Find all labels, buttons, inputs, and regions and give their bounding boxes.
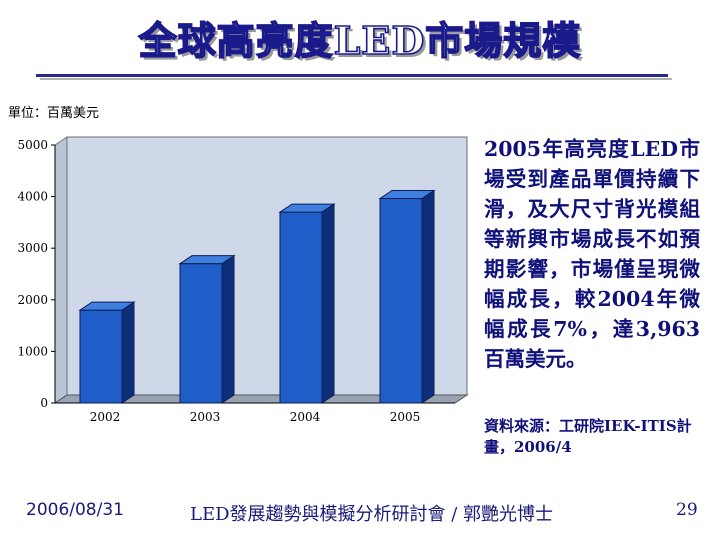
- x-tick-label: 2003: [190, 410, 221, 424]
- bar-side: [321, 203, 335, 404]
- title-rule: [36, 74, 668, 77]
- page-title: 全球高亮度LED市場規模: [138, 17, 582, 64]
- chart-unit-label: 單位：百萬美元: [8, 106, 100, 121]
- x-tick-label: 2005: [390, 410, 421, 424]
- x-tick-label: 2002: [90, 410, 121, 424]
- bar-front: [279, 211, 323, 404]
- bar-front: [379, 198, 423, 404]
- page-number: 29: [676, 500, 698, 520]
- footer-date: 2006/08/31: [26, 500, 124, 520]
- y-tick-label: 5000: [17, 138, 48, 152]
- bar-top: [378, 190, 436, 200]
- y-tick-label: 4000: [17, 190, 48, 204]
- bar-top: [278, 203, 336, 213]
- footer-event: LED發展趨勢與模擬分析研討會 / 郭艷光博士: [190, 504, 554, 525]
- bar-top: [78, 301, 136, 311]
- x-tick-label: 2004: [290, 410, 321, 424]
- bar-front: [79, 309, 123, 404]
- bar-side: [421, 189, 435, 404]
- market-description: 2005年高亮度LED市場受到產品單價持續下滑，及大尺寸背光模組等新興市場成長不…: [484, 137, 700, 371]
- data-source: 資料來源：工研院IEK-ITIS計畫，2006/4: [484, 417, 692, 456]
- bar-side: [221, 254, 235, 404]
- bar-top: [178, 255, 236, 265]
- bar-side: [121, 301, 135, 404]
- y-tick-label: 1000: [17, 344, 48, 358]
- chart-side-wall: [54, 136, 68, 404]
- bar-chart: 0 1000 2000 3000 4000 5000 2002 2003 2004 2005: [17, 136, 469, 424]
- y-tick-label: 3000: [17, 241, 48, 255]
- title-rule-shadow: [40, 78, 672, 80]
- bar-front: [179, 263, 223, 404]
- y-tick-label: 2000: [17, 293, 48, 307]
- y-tick-label: 0: [40, 396, 48, 410]
